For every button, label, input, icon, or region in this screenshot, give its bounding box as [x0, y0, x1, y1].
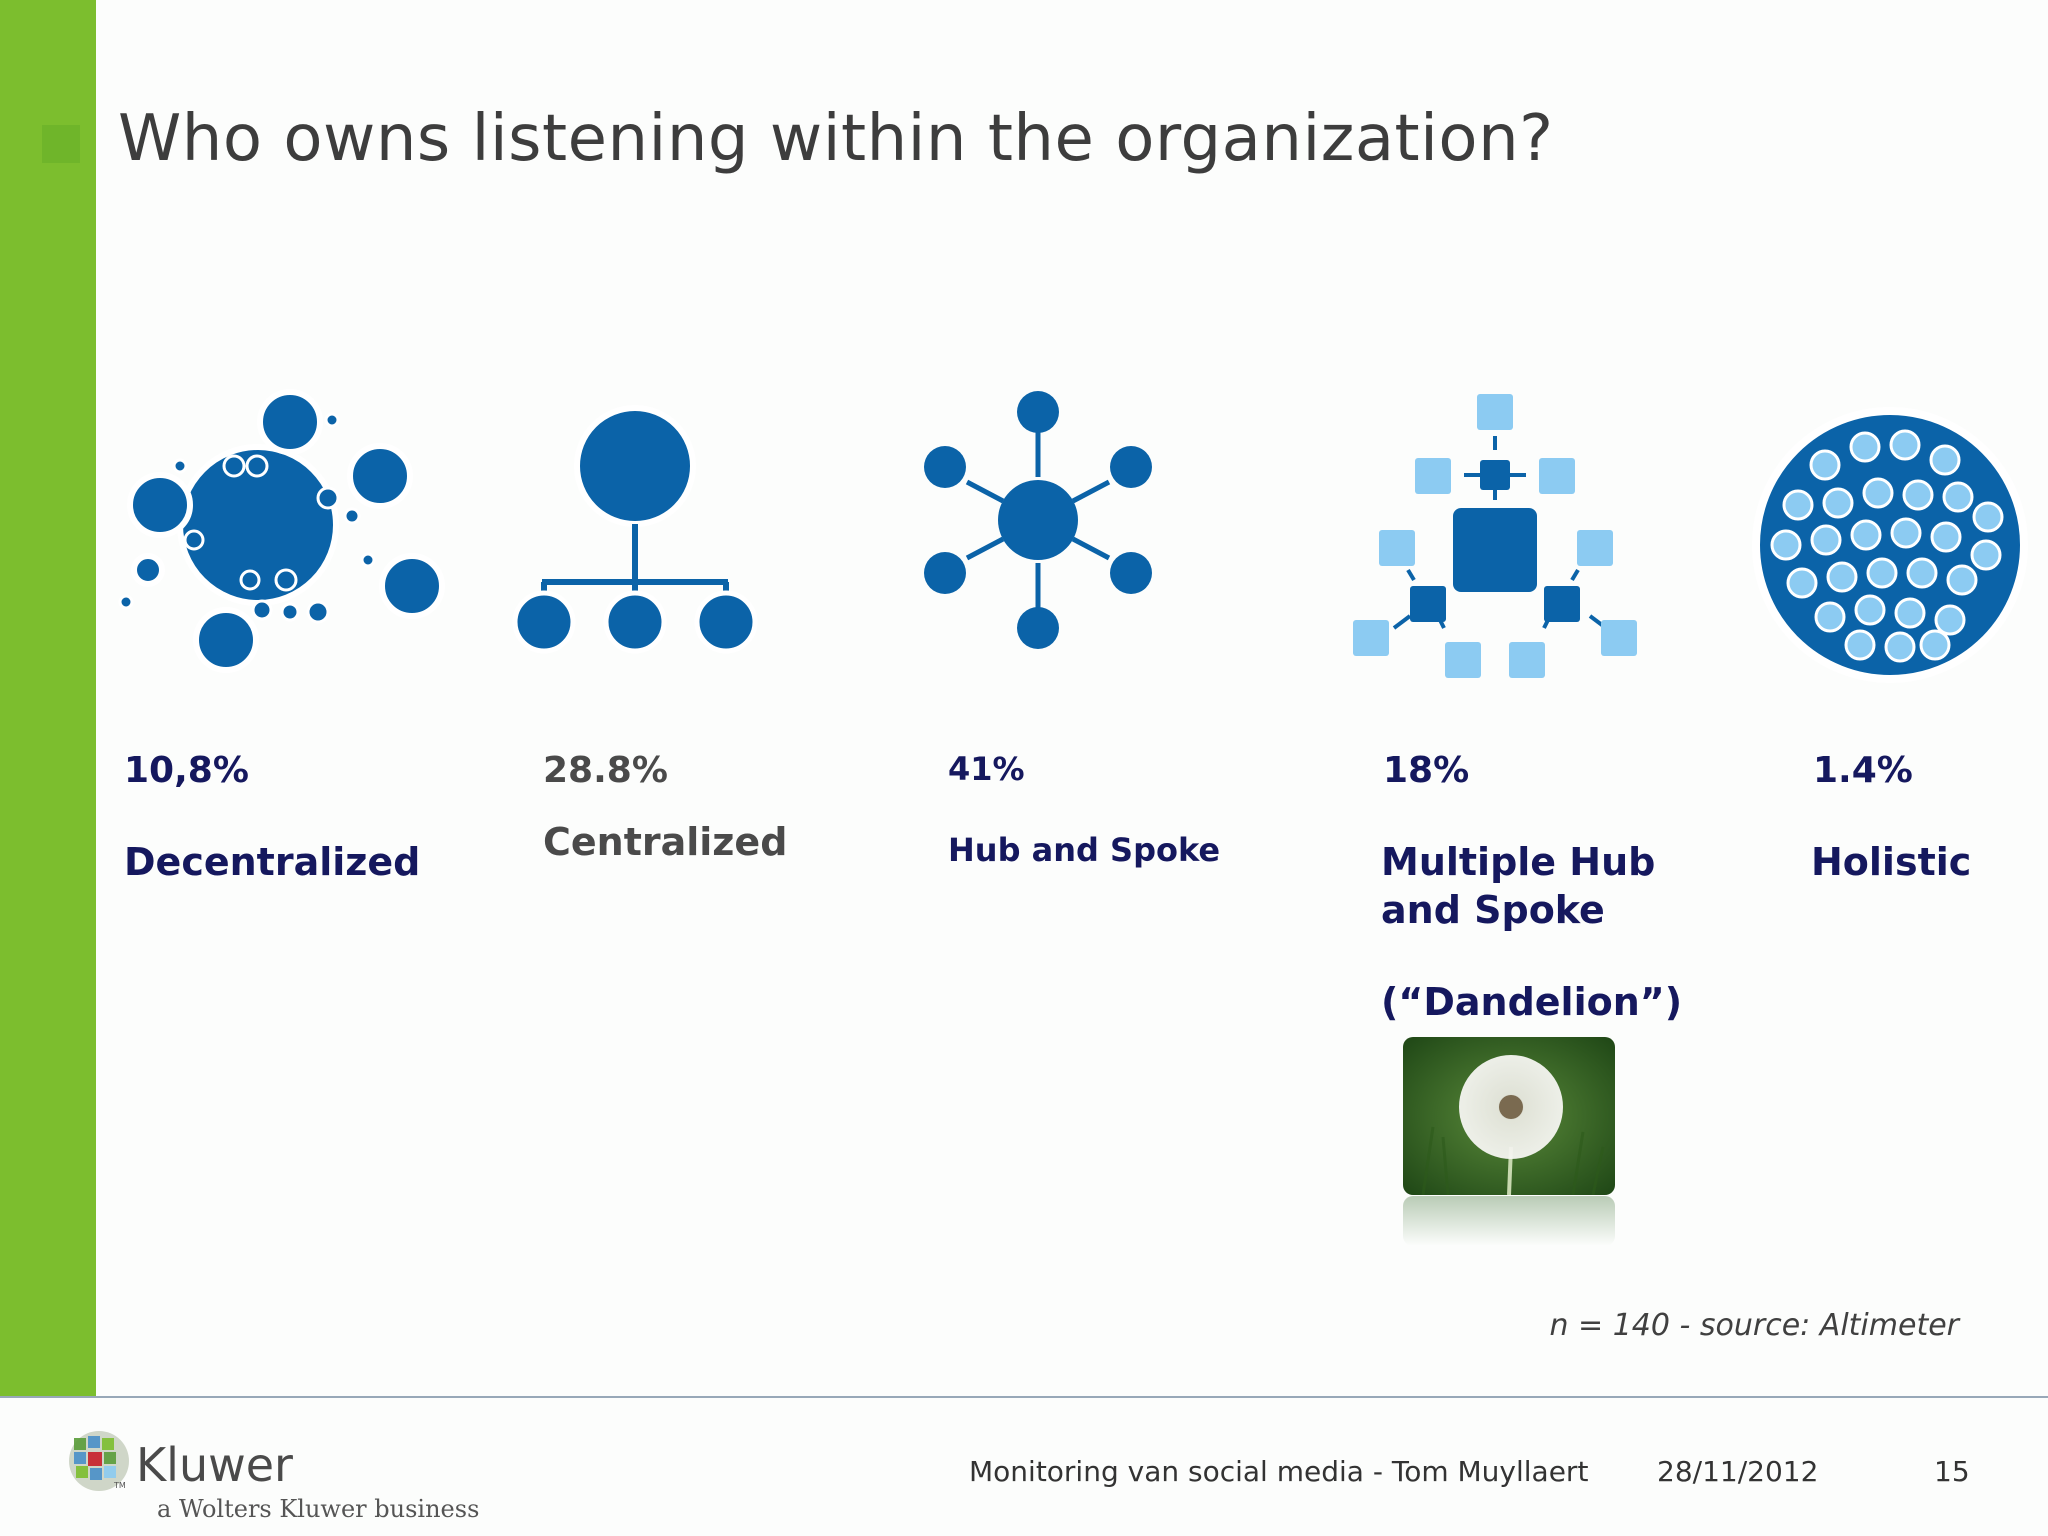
holistic-label: Holistic [1811, 840, 1972, 884]
hub-and-spoke-percent: 41% [948, 750, 1025, 788]
centralized-label: Centralized [543, 820, 788, 864]
multiple-hub-label-line2: and Spoke [1381, 888, 1605, 932]
photo-reflection [1403, 1196, 1615, 1246]
source-note: n = 140 - source: Altimeter [1549, 1308, 1960, 1343]
slide-title: Who owns listening within the organizati… [118, 102, 1554, 176]
dandelion-photo [1403, 1037, 1615, 1195]
hub-and-spoke-label: Hub and Spoke [948, 831, 1221, 869]
dandelion-label: (“Dandelion”) [1381, 980, 1683, 1024]
decentralized-percent: 10,8% [124, 750, 249, 791]
footer-page-number: 15 [1934, 1455, 1970, 1488]
wolters-kluwer-logo-icon: TM [69, 1431, 129, 1491]
multiple-hub-and-spoke-icon [1353, 394, 1637, 678]
hub-and-spoke-icon [924, 391, 1152, 649]
title-bullet [42, 125, 80, 163]
holistic-percent: 1.4% [1813, 750, 1913, 791]
multiple-hub-percent: 18% [1383, 750, 1470, 791]
logo-name: Kluwer [136, 1438, 293, 1492]
multiple-hub-label-line1: Multiple Hub [1381, 840, 1656, 884]
footer-presentation-title: Monitoring van social media - Tom Muylla… [969, 1455, 1589, 1488]
centralized-percent: 28.8% [543, 750, 668, 791]
accent-sidebar [0, 0, 96, 1398]
svg-text:TM: TM [113, 1481, 126, 1490]
decentralized-label: Decentralized [124, 840, 421, 884]
holistic-icon [1752, 407, 2028, 683]
centralized-icon [512, 405, 758, 654]
footer-divider [0, 1396, 2048, 1398]
decentralized-icon [118, 389, 445, 673]
logo-tagline: a Wolters Kluwer business [157, 1495, 480, 1523]
footer-date: 28/11/2012 [1657, 1455, 1819, 1488]
